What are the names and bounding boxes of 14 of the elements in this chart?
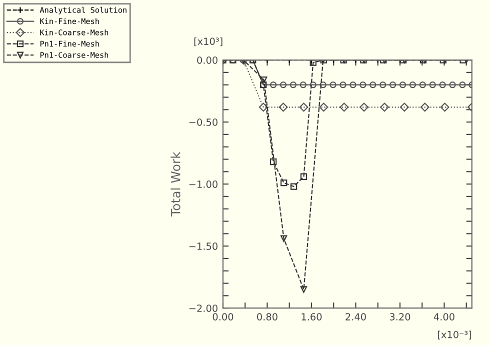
- x-tick-label: 4.00: [434, 313, 454, 320]
- x-tick-label: 0.80: [257, 313, 278, 320]
- y-tick-label: −2.00: [189, 304, 218, 312]
- y-tick-label: −1.50: [189, 242, 218, 250]
- x-tick-label: 0.00: [212, 313, 234, 320]
- y-axis-title: Total Work: [170, 152, 180, 216]
- x-tick-label: 1.60: [302, 313, 322, 320]
- text: [x10³]: [194, 37, 222, 46]
- y-tick-label: −1.00: [189, 180, 218, 188]
- y-tick-label: 0.00: [197, 56, 218, 64]
- x-tick-label: 2.40: [346, 313, 366, 320]
- y-tick-label: −0.50: [189, 118, 218, 126]
- text: [x10⁻³]: [438, 330, 472, 340]
- x-tick-label: 3.20: [390, 313, 410, 320]
